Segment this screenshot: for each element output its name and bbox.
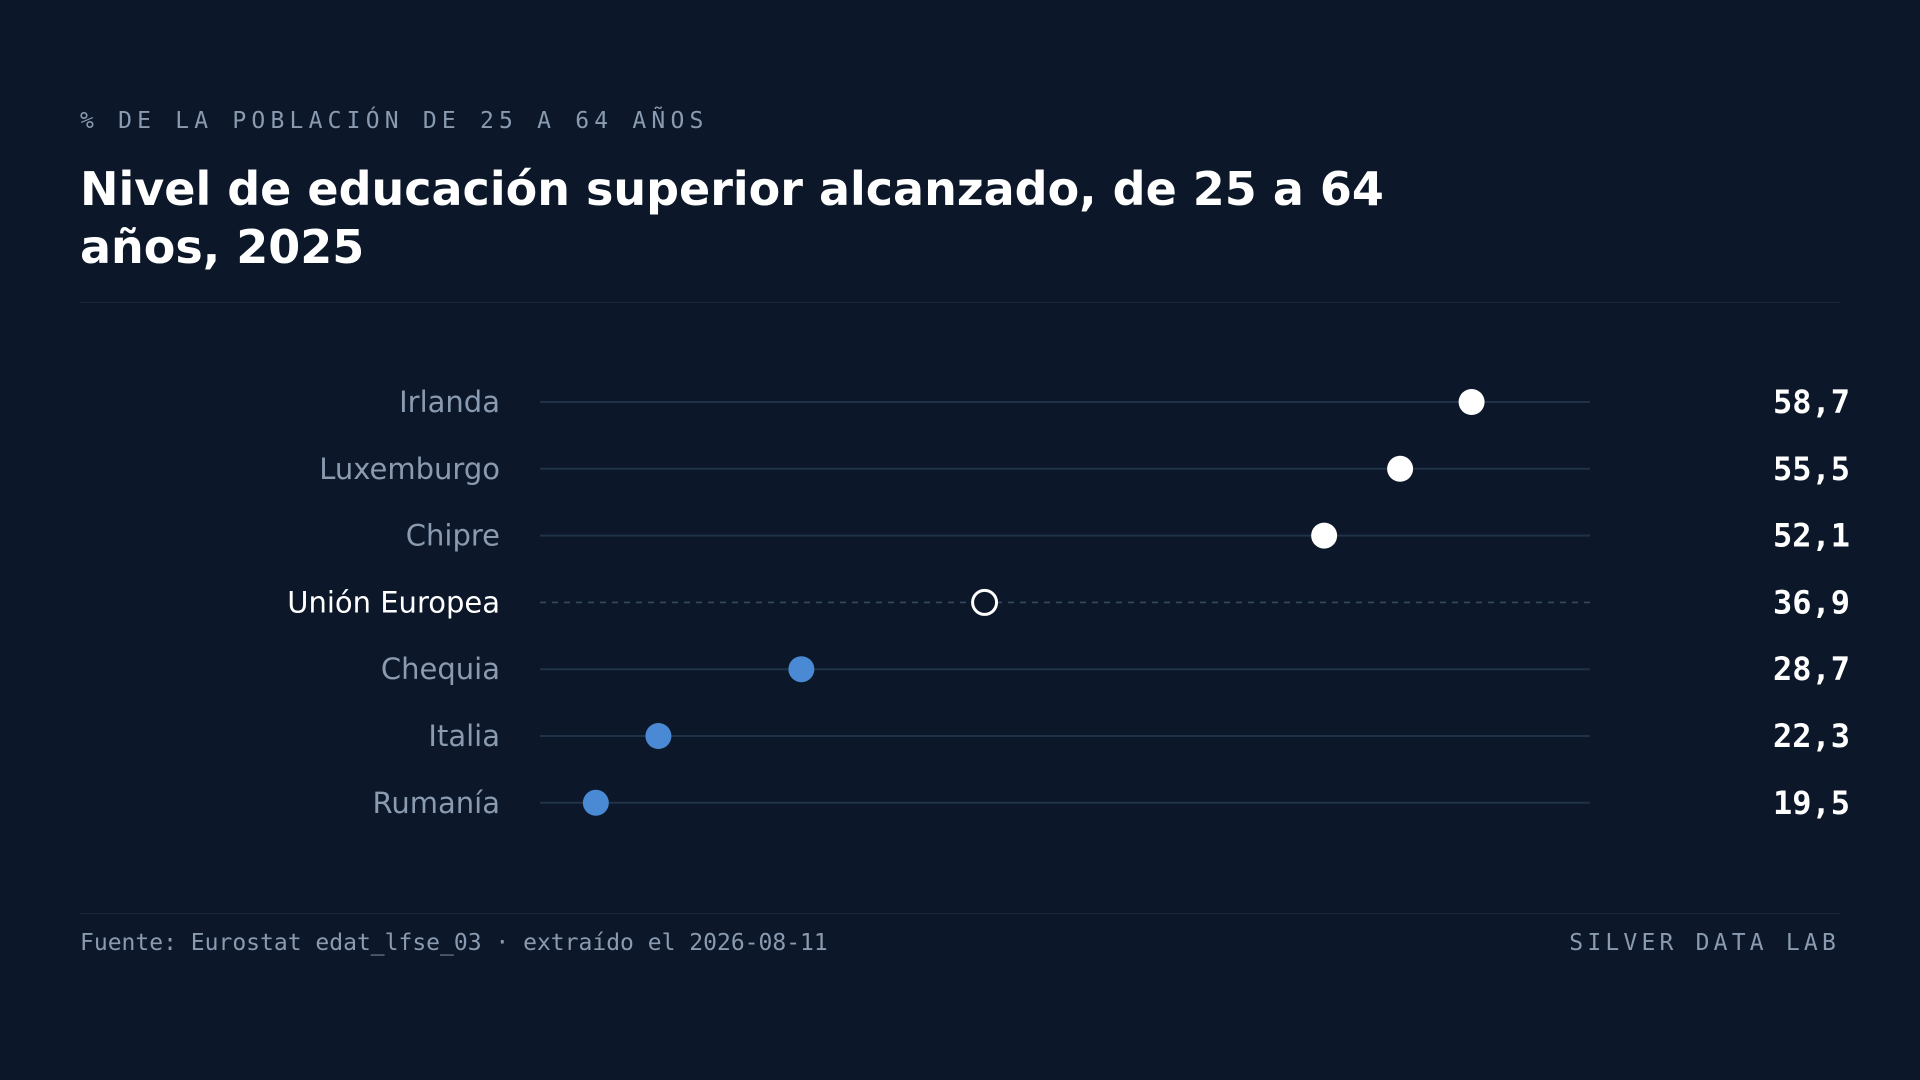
data-dot: [1458, 389, 1485, 415]
footer-divider: [80, 913, 1840, 914]
category-label: Unión Europea: [287, 585, 500, 619]
value-label: 19,5: [1773, 784, 1850, 822]
category-label: Italia: [428, 719, 500, 753]
data-dot: [1311, 522, 1338, 549]
brand-label: SILVER DATA LAB: [1569, 930, 1840, 956]
data-dot: [1387, 455, 1414, 482]
category-label: Chequia: [381, 652, 500, 686]
chart-title: Nivel de educación superior alcanzado, d…: [80, 162, 1384, 274]
value-label: 52,1: [1773, 517, 1850, 555]
chart-eyebrow: % DE LA POBLACIÓN DE 25 A 64 AÑOS: [80, 108, 709, 134]
category-label: Luxemburgo: [319, 452, 500, 486]
value-label: 28,7: [1773, 650, 1850, 688]
data-dot: [788, 656, 815, 683]
category-label: Irlanda: [399, 385, 500, 419]
source-note: Fuente: Eurostat edat_lfse_03 · extraído…: [80, 930, 828, 956]
category-label: Rumanía: [373, 786, 500, 820]
category-label: Chipre: [406, 519, 500, 553]
value-label: 55,5: [1773, 450, 1850, 488]
data-dot: [582, 789, 609, 816]
value-label: 22,3: [1773, 717, 1850, 755]
reference-dot: [971, 588, 999, 616]
value-label: 58,7: [1773, 383, 1850, 421]
data-dot: [645, 723, 672, 749]
value-label: 36,9: [1773, 583, 1850, 621]
header-divider: [80, 302, 1840, 303]
